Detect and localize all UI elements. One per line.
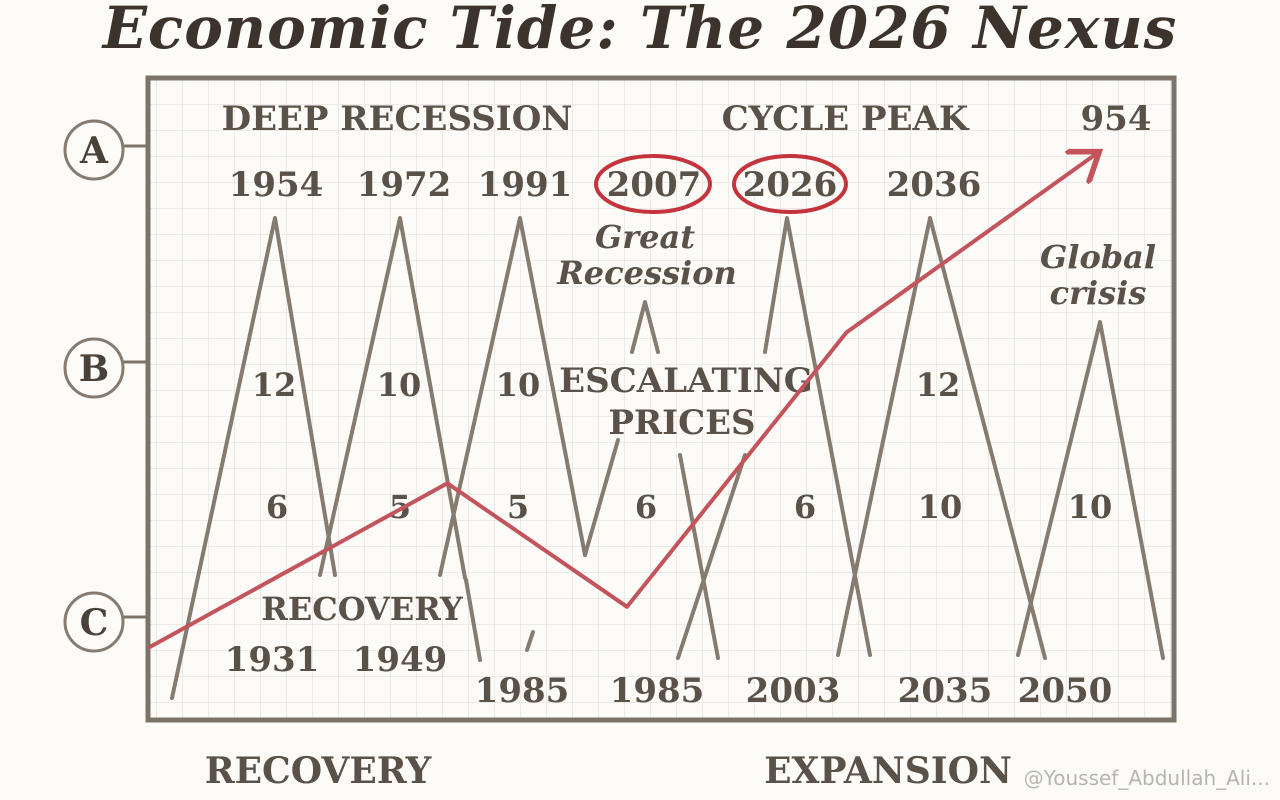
watermark: @Youssef_Abdullah_Ali... (1023, 766, 1270, 790)
cross-lines-1985 (676, 453, 747, 660)
page-title: Economic Tide: The 2026 Nexus (102, 0, 1178, 62)
annotation-prices: PRICES (608, 403, 755, 443)
cycle-number: 10 (1068, 488, 1113, 526)
year-label: 1985 (610, 671, 705, 711)
side-markers: A B C (63, 119, 150, 653)
cycle-number: 10 (918, 488, 963, 526)
year-label: 1931 (225, 640, 320, 680)
peak-1991 (438, 216, 587, 577)
peak-2026 (763, 216, 872, 657)
footer-expansion: EXPANSION (764, 750, 1012, 792)
grid-background (148, 78, 1174, 720)
tick-1985 (464, 578, 535, 662)
year-label: 1985 (475, 671, 570, 711)
side-marker-b (63, 337, 125, 399)
cycle-number: 10 (377, 366, 422, 404)
cycle-number: 6 (635, 488, 657, 526)
cycle-number: 5 (389, 488, 411, 526)
header-labels: DEEP RECESSION CYCLE PEAK 954 (222, 99, 1152, 139)
footer-labels: RECOVERY EXPANSION (205, 750, 1012, 792)
side-marker-c (63, 591, 125, 653)
cycle-number: 6 (266, 488, 288, 526)
annotation-crisis: crisis (1050, 274, 1147, 312)
peak-1972 (318, 216, 467, 580)
year-label: 1954 (229, 165, 324, 205)
peak-1954 (170, 216, 337, 700)
trend-line (147, 154, 1096, 650)
annotation-global: Global (1040, 238, 1156, 276)
peak-lines (170, 216, 1165, 700)
year-label: 2035 (898, 671, 993, 711)
top-years: 1954 1972 1991 2007 2026 2036 (229, 154, 982, 214)
year-label: 2007 (607, 165, 702, 205)
header-deep-recession: DEEP RECESSION (222, 99, 573, 139)
side-marker-a (63, 119, 125, 181)
upper-numbers: 12 10 10 12 (252, 366, 961, 404)
footer-recovery: RECOVERY (205, 750, 433, 792)
lower-numbers: 6 5 5 6 6 10 10 (266, 488, 1112, 526)
annotation-recovery: RECOVERY (261, 590, 464, 628)
year-label: 2036 (887, 165, 982, 205)
header-cycle-peak: CYCLE PEAK (722, 99, 970, 139)
header-corner-value: 954 (1081, 99, 1152, 139)
cycle-number: 12 (252, 366, 297, 404)
chart-frame (145, 75, 1177, 723)
bottom-years: 1931 1949 1985 1985 2003 2035 2050 (225, 640, 1113, 711)
cycle-number: 12 (916, 366, 961, 404)
peak-2007-left (583, 438, 620, 557)
annotation-great: Great (595, 218, 695, 256)
side-label-b: B (79, 348, 109, 390)
cycle-number: 5 (507, 488, 529, 526)
highlight-circle-2007 (594, 154, 712, 214)
annotations: Great Recession Global crisis ESCALATING… (261, 218, 1156, 628)
side-label-c: C (80, 602, 109, 644)
highlight-circle-2026 (732, 154, 848, 214)
year-label: 1972 (357, 165, 452, 205)
peak-2007-small (630, 300, 660, 354)
side-label-a: A (79, 130, 109, 172)
annotation-escalating: ESCALATING (559, 361, 813, 401)
year-label: 1991 (478, 165, 573, 205)
year-label: 2026 (743, 165, 838, 205)
year-label: 2050 (1018, 671, 1113, 711)
cycle-number: 10 (496, 366, 541, 404)
annotation-recession: Recession (556, 254, 737, 292)
peak-2036 (836, 216, 1047, 660)
year-label: 1949 (353, 640, 448, 680)
cycle-number: 6 (794, 488, 816, 526)
peak-global-crisis (1016, 320, 1165, 660)
year-label: 2003 (746, 671, 841, 711)
